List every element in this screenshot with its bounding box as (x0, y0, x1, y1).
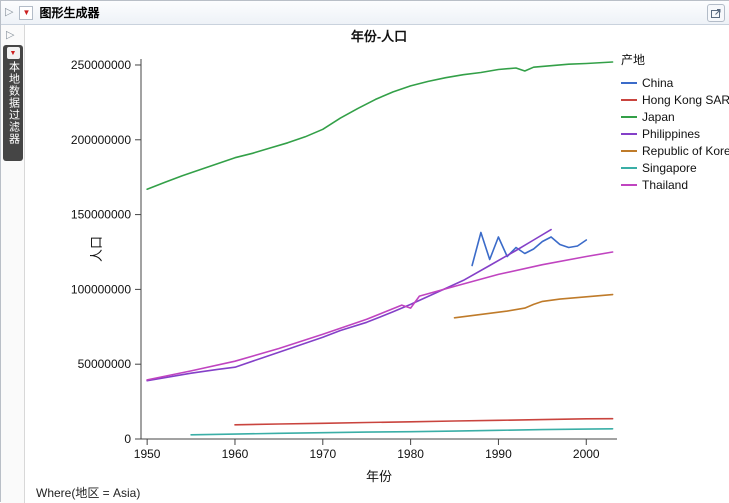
legend-item-philippines[interactable]: Philippines (621, 125, 729, 142)
legend-item-republic-of-korea[interactable]: Republic of Korea (621, 142, 729, 159)
y-tick-label: 200000000 (71, 133, 131, 147)
y-tick-label: 100000000 (71, 282, 131, 296)
legend-line-swatch (621, 115, 637, 118)
x-tick-label: 1980 (397, 447, 424, 461)
x-tick-label: 1950 (134, 447, 161, 461)
where-clause: Where(地区 = Asia) (36, 486, 141, 500)
legend-label: Hong Kong SAR (642, 92, 729, 107)
red-triangle-icon: ▼ (22, 7, 31, 17)
legend-label: Singapore (642, 160, 697, 175)
series-line-japan[interactable] (146, 61, 614, 190)
legend-label: China (642, 75, 674, 90)
legend-item-china[interactable]: China (621, 74, 729, 91)
legend-title: 产地 (621, 53, 646, 67)
legend: 产地 China Hong Kong SAR Japan Philippines… (621, 51, 729, 193)
legend-line-swatch (621, 183, 637, 186)
left-rail: ▷ ▼ 本地数据过滤器 (1, 25, 25, 503)
series-line-thailand[interactable] (146, 251, 614, 381)
series-line-republic-of-korea[interactable] (453, 293, 614, 319)
series-line-hong-kong-sar[interactable] (234, 417, 614, 426)
red-triangle-menu-button[interactable]: ▼ (19, 5, 34, 20)
legend-line-swatch (621, 132, 637, 135)
window-arrow-glyph (711, 9, 721, 18)
legend-item-singapore[interactable]: Singapore (621, 159, 729, 176)
series-line-china[interactable] (471, 231, 588, 267)
y-axis-title[interactable]: 人口 (89, 236, 104, 262)
window-title: 图形生成器 (39, 6, 100, 20)
red-triangle-icon: ▼ (9, 49, 17, 57)
legend-line-swatch (621, 166, 637, 169)
local-data-filter-tab[interactable]: ▼ 本地数据过滤器 (3, 45, 23, 161)
legend-item-japan[interactable]: Japan (621, 108, 729, 125)
legend-item-thailand[interactable]: Thailand (621, 176, 729, 193)
x-tick-label: 1990 (485, 447, 512, 461)
titlebar: ▷ ▼ 图形生成器 (1, 1, 729, 25)
legend-line-swatch (621, 98, 637, 101)
legend-line-swatch (621, 149, 637, 152)
series-line-philippines[interactable] (146, 228, 552, 382)
red-triangle-menu-button[interactable]: ▼ (6, 47, 20, 59)
legend-label: Republic of Korea (642, 143, 729, 158)
legend-label: Philippines (642, 126, 701, 141)
graph-area: 0 50000000 100000000 150000000 200000000 2500… (25, 25, 729, 503)
line-chart[interactable]: 0 50000000 100000000 150000000 200000000 2500… (25, 25, 621, 485)
x-tick-label: 1970 (309, 447, 336, 461)
legend-line-swatch (621, 81, 637, 84)
y-tick-label: 50000000 (78, 357, 132, 371)
series-line-singapore[interactable] (190, 427, 614, 436)
y-tick-label: 250000000 (71, 58, 131, 72)
y-tick-label: 0 (124, 432, 131, 446)
legend-label: Japan (642, 109, 675, 124)
dock-window-icon[interactable] (707, 4, 725, 22)
x-tick-label: 2000 (573, 447, 600, 461)
legend-label: Thailand (642, 177, 689, 192)
filter-disclosure-icon[interactable]: ▷ (6, 29, 15, 41)
outline-disclosure-icon[interactable]: ▷ (5, 6, 14, 18)
filter-tab-label: 本地数据过滤器 (7, 61, 20, 145)
y-tick-label: 150000000 (71, 208, 131, 222)
x-axis-title[interactable]: 年份 (366, 469, 392, 484)
x-tick-label: 1960 (222, 447, 249, 461)
chart-title: 年份-人口 (351, 29, 407, 44)
legend-item-hong-kong-sar[interactable]: Hong Kong SAR (621, 91, 729, 108)
